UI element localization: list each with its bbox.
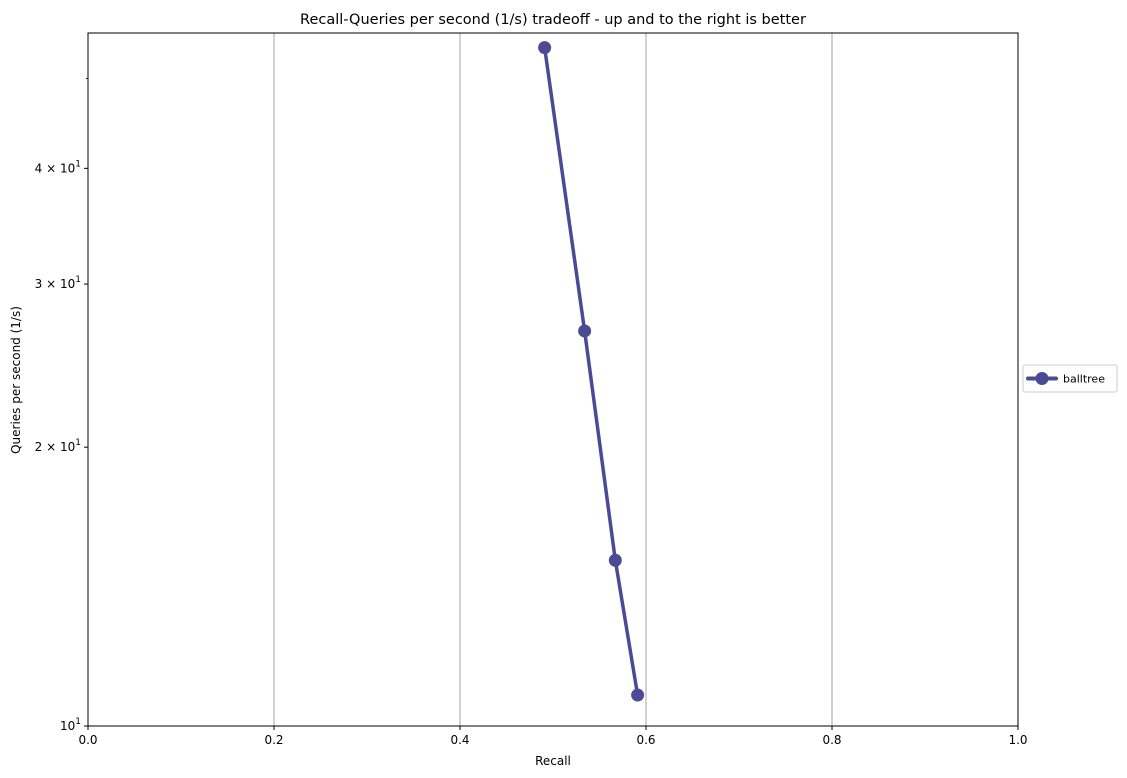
y-tick-label-exponent: 1 (75, 438, 81, 448)
y-tick-label-base: 4 × 10 (35, 161, 76, 175)
x-tick-label: 0.8 (822, 733, 841, 747)
y-tick-label-base: 10 (60, 719, 75, 733)
legend-marker (1035, 372, 1049, 385)
y-tick-label-base: 3 × 10 (35, 277, 76, 291)
y-tick-label-exponent: 1 (75, 275, 81, 285)
y-tick-label-base: 2 × 10 (35, 440, 76, 454)
x-tick-label: 0.6 (636, 733, 655, 747)
legend-box (1022, 364, 1118, 393)
x-axis-title: Recall (535, 754, 571, 768)
plot-background (88, 33, 1018, 726)
chart-title: Recall-Queries per second (1/s) tradeoff… (300, 12, 806, 28)
y-tick-label-exponent: 1 (75, 159, 81, 169)
y-axis-title: Queries per second (1/s) (9, 306, 23, 454)
x-tick-label: 0.0 (78, 733, 97, 747)
plot-frame (87, 32, 1019, 727)
grid-lines (273, 33, 833, 726)
x-tick-label: 1.0 (1008, 733, 1027, 747)
y-tick-label: 2 × 101 (35, 438, 81, 454)
y-tick-label-exponent: 1 (75, 717, 81, 727)
series-layer (538, 41, 645, 702)
y-tick-label: 101 (60, 717, 81, 733)
series-line-balltree (542, 45, 640, 697)
y-tick-label: 3 × 101 (35, 275, 81, 291)
x-axis-ticks: 0.0 0.2 0.4 0.6 0.8 1.0 (78, 726, 1028, 747)
data-point (538, 41, 552, 55)
data-point (631, 688, 645, 702)
legend-label: balltree (1063, 373, 1105, 386)
y-tick-label: 4 × 101 (35, 159, 81, 175)
legend: balltree (1022, 364, 1118, 393)
x-tick-label: 0.4 (450, 733, 469, 747)
x-tick-label: 0.2 (264, 733, 283, 747)
data-point (608, 553, 622, 567)
data-point (578, 324, 592, 338)
